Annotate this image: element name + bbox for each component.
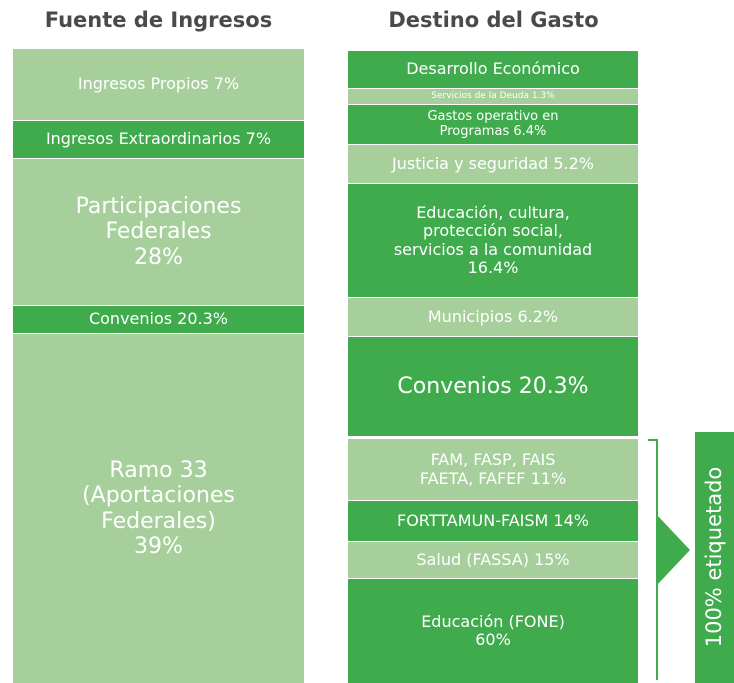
- label-text: 100% etiquetado: [702, 466, 726, 648]
- block-text: Educación, cultura,: [416, 202, 570, 222]
- block-text: FAETA, FAFEF 11%: [419, 468, 567, 488]
- block-text: FORTTAMUN-FAISM 14%: [397, 510, 589, 530]
- block: Servicios de la Deuda 1.3%: [348, 88, 638, 104]
- block-text: Ingresos Extraordinarios 7%: [45, 129, 272, 149]
- block-text: Justicia y seguridad 5.2%: [392, 153, 594, 173]
- arrow: [657, 515, 690, 585]
- block-text: Federales): [101, 508, 216, 534]
- block: Convenios 20.3%: [348, 336, 638, 436]
- block-text: 28%: [134, 244, 183, 270]
- block-text: Servicios de la Deuda 1.3%: [431, 91, 555, 102]
- block: Educación (FONE) 60%: [348, 578, 638, 683]
- block-text: Ramo 33: [109, 457, 208, 483]
- block-text: 16.4%: [467, 257, 519, 277]
- block-text: Educación (FONE): [421, 611, 565, 631]
- block-text: protección social,: [422, 221, 564, 241]
- block: Ingresos Propios 7%: [13, 48, 304, 120]
- block-text: 39%: [134, 533, 183, 559]
- block-text: Convenios 20.3%: [88, 309, 229, 329]
- label-box: [695, 432, 734, 683]
- block: Ingresos Extraordinarios 7%: [13, 120, 304, 158]
- block-text: Programas 6.4%: [439, 123, 547, 139]
- block-text: Federales: [105, 219, 212, 245]
- block: Desarrollo Económico: [348, 50, 638, 88]
- block: Municipios 6.2%: [348, 297, 638, 336]
- block-text: Gastos operativo en: [427, 108, 559, 124]
- block-text: Desarrollo Económico: [406, 59, 580, 79]
- block: Convenios 20.3%: [13, 305, 304, 333]
- block: Gastos operativo en Programas 6.4%: [348, 104, 638, 144]
- block-text: Participaciones: [75, 194, 242, 220]
- block-text: Salud (FASSA) 15%: [416, 549, 570, 569]
- block-text: Convenios 20.3%: [397, 373, 589, 399]
- block-text: FAM, FASP, FAIS: [430, 450, 556, 470]
- block: Educación, cultura, protección social, ser…: [348, 183, 638, 297]
- block: Ramo 33 (Aportaciones Federales) 39%: [13, 333, 304, 683]
- block-text: 60%: [475, 630, 511, 649]
- block: Participaciones Federales 28%: [13, 158, 304, 305]
- block-text: servicios a la comunidad: [393, 239, 593, 259]
- block: Salud (FASSA) 15%: [348, 541, 638, 578]
- block-text: (Aportaciones: [82, 483, 235, 509]
- block: FAM, FASP, FAIS FAETA, FAFEF 11%: [348, 438, 638, 500]
- bracket-line: [648, 439, 658, 680]
- right-title: Destino del Gasto: [388, 8, 599, 32]
- left-title: Fuente de Ingresos: [44, 8, 273, 32]
- block-text: Municipios 6.2%: [427, 306, 559, 326]
- block-text: Ingresos Propios 7%: [77, 74, 240, 94]
- block: FORTTAMUN-FAISM 14%: [348, 500, 638, 541]
- block: Justicia y seguridad 5.2%: [348, 144, 638, 183]
